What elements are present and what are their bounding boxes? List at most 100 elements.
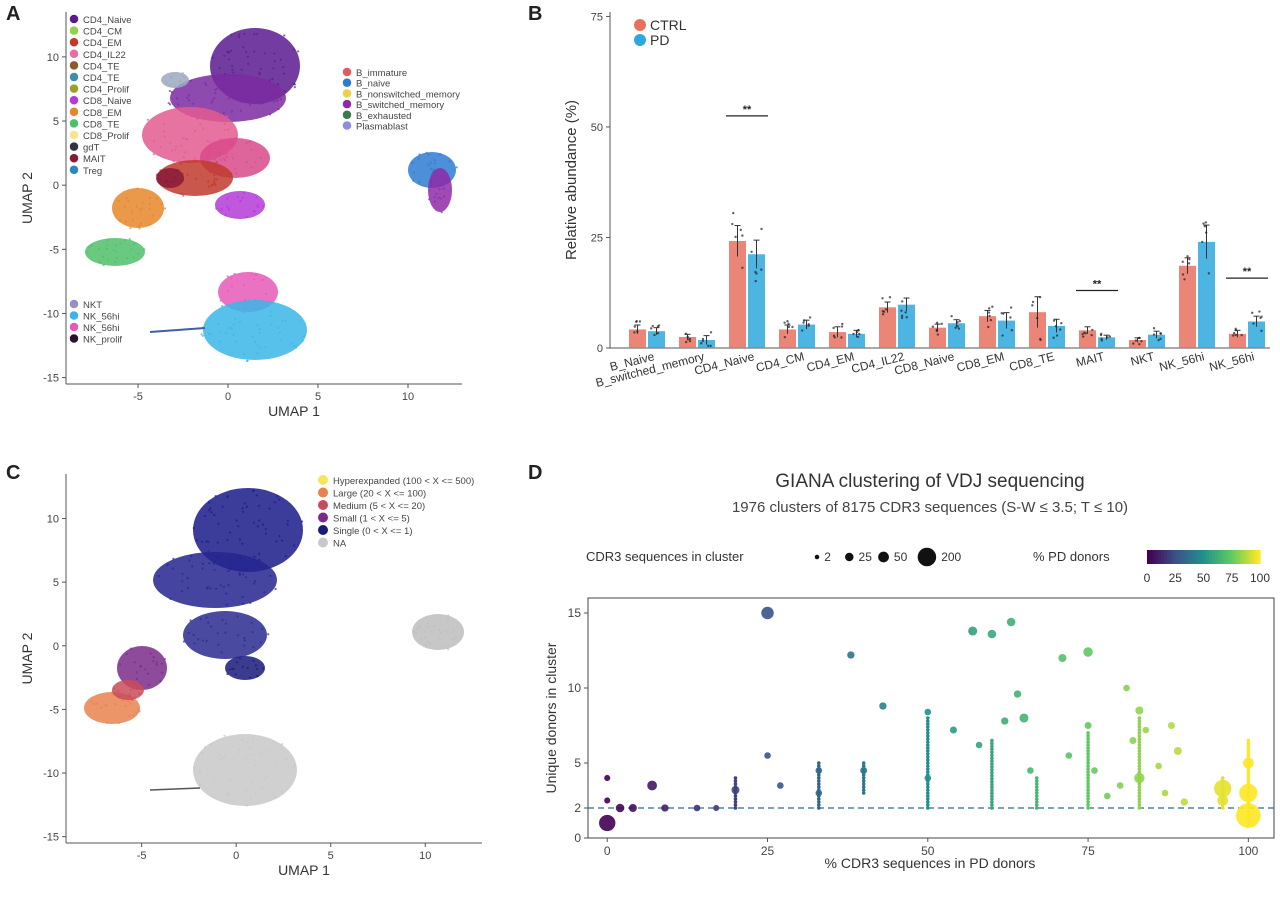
data-point — [1183, 278, 1186, 281]
cluster-strip-point — [925, 740, 930, 744]
cluster-cd4-te-dot — [211, 183, 214, 187]
cluster-single-main-dot — [207, 501, 211, 504]
cluster-cd8-te-dot — [112, 249, 116, 252]
cluster-single-lower-dot — [260, 627, 264, 630]
cluster-b-naive-dot — [418, 181, 421, 184]
cluster-single-mid-dot — [244, 576, 248, 579]
cluster-cd4-naive-dot — [230, 49, 233, 52]
legend-t-cell-swatch — [69, 107, 79, 117]
data-point — [1082, 335, 1085, 338]
bar-pd — [998, 320, 1015, 348]
cluster-strip-point — [1246, 779, 1251, 784]
data-point — [936, 333, 940, 336]
size-legend-label: 200 — [941, 550, 961, 564]
cluster-strip-point — [817, 797, 821, 801]
cluster-single-lower-dot — [201, 639, 204, 642]
cluster-strip-point — [1086, 737, 1090, 741]
cluster-nk-56hi-blue-dot — [221, 304, 224, 308]
panel-d-x-tick-label: 50 — [921, 844, 935, 858]
cluster-small-dot — [159, 680, 162, 683]
legend-t-cell-label: CD4_Prolif — [83, 85, 129, 96]
cluster-single-main-dot — [208, 508, 211, 512]
data-point — [1035, 316, 1039, 320]
cluster-cd4-cm-dot — [222, 111, 225, 115]
cluster-strip-point — [1137, 755, 1142, 759]
legend-t-cell-label: CD4_EM — [83, 38, 122, 49]
cluster-single-main-dot — [261, 523, 265, 526]
cluster-cd4-em-dot — [193, 157, 197, 160]
cluster-nk-56hi-blue-dot — [294, 346, 298, 349]
data-point — [1202, 222, 1205, 225]
cluster-cd8-naive-dot — [262, 205, 265, 208]
cluster-cd4-naive-dot — [237, 33, 241, 36]
legend-t-cell-label: CD4_TE — [83, 61, 119, 72]
cluster-strip-point — [733, 806, 738, 810]
cluster-nk-56hi-pink-dot — [242, 283, 245, 286]
cluster-single-lower-dot — [210, 625, 213, 628]
cluster-cd8-te-dot — [113, 261, 116, 264]
cluster-cd8-em-dot — [131, 219, 134, 222]
legend-t-cell-swatch — [69, 153, 79, 163]
cluster-point — [731, 785, 740, 795]
cluster-strip-point — [1137, 740, 1142, 744]
cluster-cd4-em-dot — [182, 156, 185, 159]
cluster-na-b-dot — [447, 614, 450, 617]
cluster-cd8-em-dot — [136, 187, 139, 190]
data-point — [1031, 300, 1035, 304]
cluster-cd8-em-dot — [138, 224, 141, 227]
legend-clonotype-label: Medium (5 < X <= 20) — [333, 501, 425, 512]
cluster-cd8-te-dot — [143, 248, 146, 251]
cluster-single-main-dot — [280, 539, 284, 542]
cluster-na-b-dot — [445, 630, 448, 633]
legend-clonotype-label: Single (0 < X <= 1) — [333, 526, 412, 537]
cluster-b-naive-dot — [411, 161, 414, 164]
cluster-b-naive-dot — [433, 159, 437, 162]
cluster-cd4-cm-dot — [268, 85, 271, 88]
cluster-na-nk-dot — [199, 783, 202, 787]
cluster-strip-point — [1034, 794, 1039, 798]
panel-c-y-tick-label: -15 — [43, 832, 59, 844]
panel-d-title: GIANA clustering of VDJ sequencing — [775, 471, 1084, 492]
legend-nk-cell-swatch — [69, 333, 79, 344]
size-legend-label: 2 — [824, 550, 831, 564]
cluster-large-dot — [121, 699, 124, 702]
cluster-cd4-cm-dot — [216, 77, 220, 80]
cluster-cd8-em-dot — [138, 227, 141, 230]
legend-b-cell-label: B_switched_memory — [356, 100, 444, 111]
cluster-single-main-dot — [213, 513, 216, 517]
panel-d-y-tick-label: 15 — [568, 606, 582, 620]
cluster-medium-dot — [133, 696, 136, 699]
legend-t-cell-swatch — [69, 14, 79, 24]
cluster-nk-56hi-pink-dot — [219, 299, 222, 302]
cluster-nk-56hi-pink-dot — [230, 277, 233, 280]
cluster-cd8-em-dot — [130, 211, 134, 214]
cluster-small-dot — [135, 671, 138, 674]
cluster-cd4-cm-dot — [232, 87, 235, 91]
cluster-single-main-dot — [195, 538, 198, 542]
data-point — [958, 319, 962, 323]
cluster-strip-point — [1086, 758, 1090, 762]
legend-clonotype-swatch — [318, 525, 328, 535]
data-point — [1009, 306, 1013, 309]
colorbar-segment — [1214, 550, 1219, 564]
cluster-cd4-naive-dot — [227, 58, 231, 61]
cluster-single-lower-dot — [250, 621, 253, 624]
cluster-single-mid-dot — [190, 555, 193, 558]
cluster-large-dot — [113, 702, 117, 706]
data-point — [754, 270, 757, 274]
colorbar-segment — [1257, 550, 1261, 564]
cluster-na-nk-dot — [237, 748, 241, 751]
cluster-b-naive-dot — [432, 168, 435, 171]
cluster-nk-56hi-blue-dot — [279, 338, 282, 342]
cluster-na-nk-dot — [213, 780, 216, 783]
cluster-cd4-il22-dot — [208, 148, 211, 151]
panel-b-category-label: NK_56hi — [1208, 349, 1256, 374]
cluster-nk-56hi-blue-dot — [235, 308, 239, 311]
data-point — [957, 327, 961, 330]
cluster-nk-56hi-blue-dot — [224, 332, 228, 335]
legend-b-cell-swatch — [342, 77, 352, 88]
cluster-strip-point — [1086, 767, 1090, 771]
cluster-nk-56hi-blue-dot — [278, 331, 281, 334]
legend-t-cell-label: CD4_TE — [83, 73, 119, 84]
colorbar-segment — [1172, 550, 1176, 564]
